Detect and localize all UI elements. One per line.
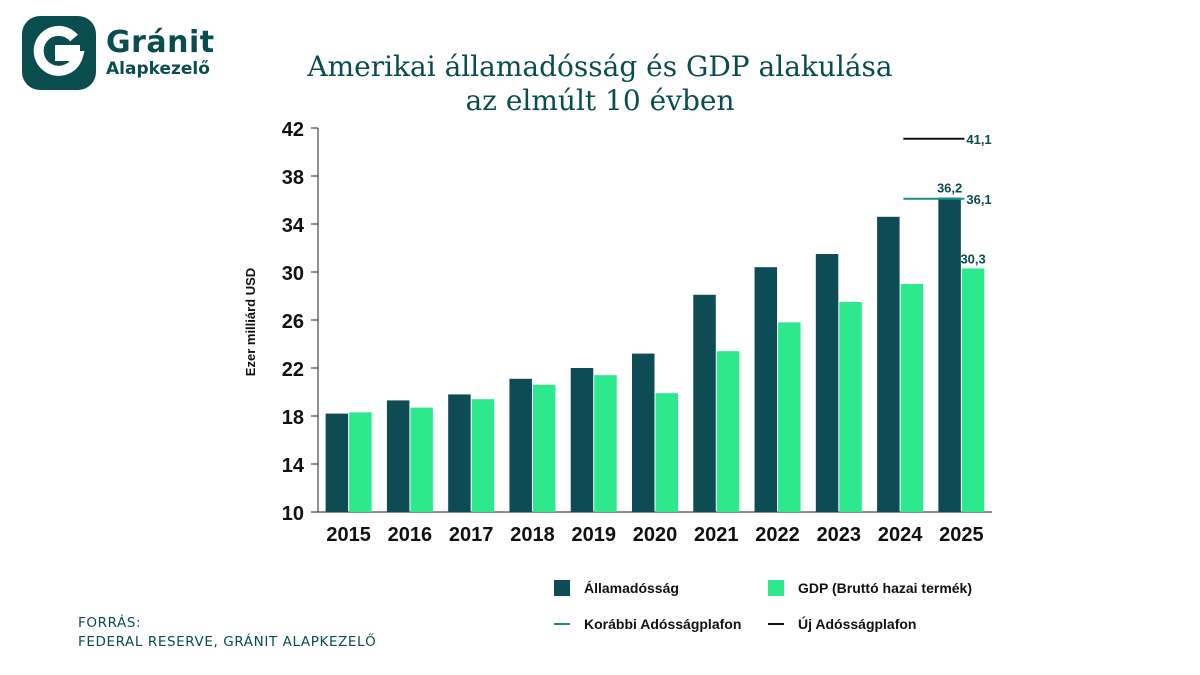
legend-line-old-ceiling <box>554 623 570 625</box>
source-label: FORRÁS: <box>78 615 142 631</box>
chart-title: Amerikai államadósság és GDP alakulása a… <box>300 50 900 118</box>
y-tick-label: 18 <box>282 407 304 429</box>
legend-item-new-ceiling: Új Adósságplafon <box>768 616 917 632</box>
bar-gdp-2020 <box>655 393 678 512</box>
legend-line-new-ceiling <box>768 623 784 625</box>
data-label-debt-2025: 36,2 <box>937 181 962 196</box>
bar-debt-2020 <box>632 353 655 512</box>
y-tick-label: 42 <box>282 119 304 141</box>
bar-gdp-2017 <box>471 399 495 512</box>
legend-item-gdp: GDP (Bruttó hazai termék) <box>768 580 972 596</box>
chart-title-line-1: Amerikai államadósság és GDP alakulása <box>307 50 893 83</box>
x-tick-label: 2020 <box>633 524 678 546</box>
y-axis-title: Ezer milliárd USD <box>243 268 258 376</box>
old-ceiling-label: 36,1 <box>966 192 991 207</box>
logo-name: Gránit <box>106 25 215 60</box>
x-tick-label: 2016 <box>388 524 433 546</box>
bar-debt-2024 <box>877 216 900 513</box>
bar-gdp-2024 <box>900 284 924 512</box>
new-ceiling-label: 41,1 <box>966 132 991 147</box>
bar-debt-2025 <box>938 197 961 512</box>
x-tick-label: 2025 <box>939 524 984 546</box>
bar-debt-2018 <box>509 378 532 512</box>
bar-gdp-2022 <box>778 322 801 512</box>
y-tick-label: 34 <box>282 215 305 237</box>
bar-debt-2015 <box>325 413 349 512</box>
bar-debt-2019 <box>570 368 594 512</box>
bar-gdp-2018 <box>532 384 556 512</box>
x-tick-label: 2023 <box>817 524 862 546</box>
y-tick-label: 22 <box>282 359 304 381</box>
source-text: FEDERAL RESERVE, GRÁNIT ALAPKEZELŐ <box>78 634 377 650</box>
chart-title-line-2: az elmúlt 10 évben <box>465 84 735 117</box>
legend-item-debt: Államadósság <box>554 580 679 596</box>
data-label-gdp-2025: 30,3 <box>960 251 985 266</box>
y-tick-label: 38 <box>282 167 304 189</box>
legend-label-debt: Államadósság <box>584 580 679 596</box>
bar-debt-2017 <box>448 394 471 512</box>
source-note: FORRÁS: FEDERAL RESERVE, GRÁNIT ALAPKEZE… <box>78 614 376 652</box>
legend-swatch-gdp <box>768 580 784 596</box>
y-tick-label: 14 <box>282 455 305 477</box>
legend-label-old-ceiling: Korábbi Adósságplafon <box>584 616 742 632</box>
bar-gdp-2021 <box>716 351 740 512</box>
legend-item-old-ceiling: Korábbi Adósságplafon <box>554 616 741 632</box>
legend-swatch-debt <box>554 580 570 596</box>
bar-gdp-2019 <box>594 375 617 512</box>
bar-gdp-2016 <box>410 407 433 512</box>
x-tick-label: 2015 <box>326 524 371 546</box>
y-tick-label: 10 <box>282 503 304 525</box>
bar-gdp-2025 <box>961 268 985 512</box>
granit-g-icon <box>22 16 96 90</box>
x-tick-label: 2022 <box>755 524 800 546</box>
y-tick-label: 30 <box>282 263 304 285</box>
bar-gdp-2023 <box>839 302 862 512</box>
x-tick-label: 2017 <box>449 524 494 546</box>
brand-logo: Gránit Alapkezelő <box>22 16 215 90</box>
x-tick-label: 2024 <box>878 524 923 546</box>
bar-debt-2021 <box>693 294 716 512</box>
x-tick-label: 2019 <box>571 524 616 546</box>
logo-subtitle: Alapkezelő <box>106 59 210 79</box>
chart-legend: Államadósság GDP (Bruttó hazai termék) K… <box>554 572 1014 642</box>
legend-label-gdp: GDP (Bruttó hazai termék) <box>798 580 972 596</box>
bar-debt-2023 <box>815 254 839 512</box>
x-tick-label: 2018 <box>510 524 555 546</box>
x-tick-label: 2021 <box>694 524 739 546</box>
bar-gdp-2015 <box>349 412 372 512</box>
bar-debt-2022 <box>754 267 778 512</box>
bar-debt-2016 <box>386 400 410 512</box>
y-tick-label: 26 <box>282 311 304 333</box>
legend-label-new-ceiling: Új Adósságplafon <box>798 616 917 632</box>
